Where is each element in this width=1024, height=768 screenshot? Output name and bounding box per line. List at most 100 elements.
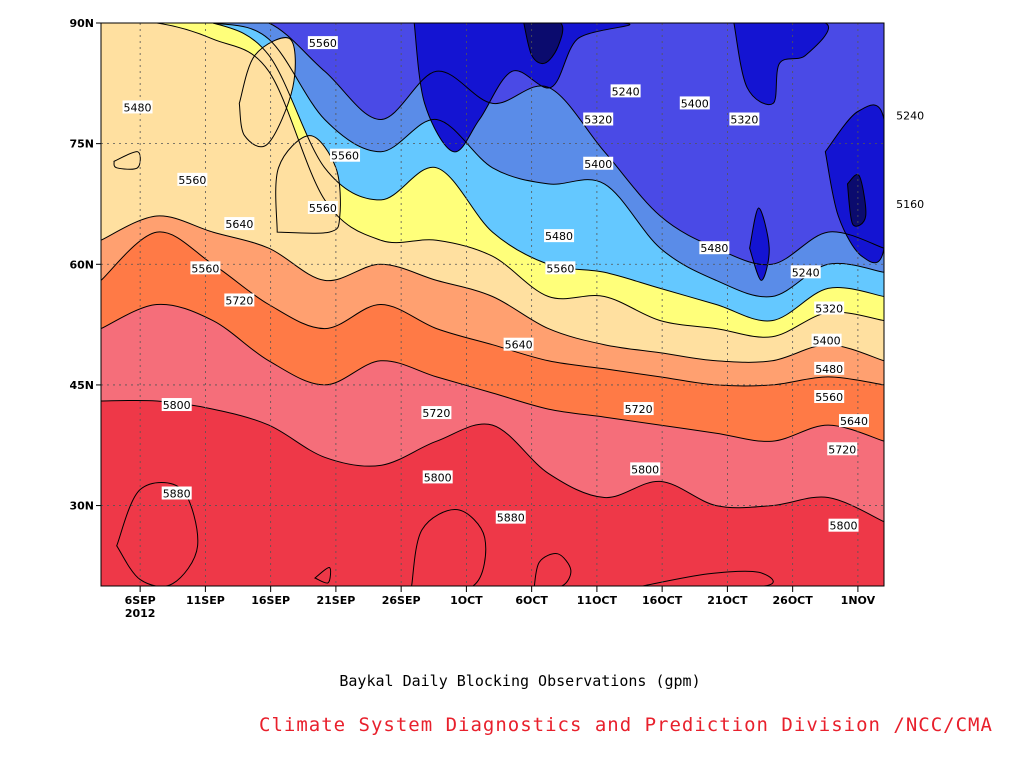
contour-label: 5240 xyxy=(792,266,820,279)
contour-label-box xyxy=(503,337,534,351)
x-tick-label: 11OCT xyxy=(577,594,618,607)
contour-label: 5640 xyxy=(225,218,253,231)
isoline-5240 xyxy=(101,23,884,266)
x-tick-label: 26OCT xyxy=(773,594,814,607)
isoline-5560 xyxy=(101,215,884,363)
contour-label-box xyxy=(495,510,526,524)
contour-label-box xyxy=(224,217,255,231)
ridge-cell-1 xyxy=(238,37,296,148)
contour-label-box xyxy=(623,402,654,416)
x-tick-label: 21OCT xyxy=(707,594,748,607)
contour-label-box xyxy=(895,108,926,122)
x-year-label: 2012 xyxy=(125,607,156,620)
contour-label-box xyxy=(610,84,641,98)
isoline-5480 xyxy=(101,23,884,338)
low-core-3 xyxy=(733,23,829,105)
gridlines xyxy=(101,22,884,586)
contour-label-box xyxy=(814,389,845,403)
contour-label-box xyxy=(729,112,760,126)
contour-label-box xyxy=(630,462,661,476)
ridge-cell-3 xyxy=(113,151,141,170)
low-core-1 xyxy=(413,23,631,153)
contour-chart: 5480 5560 5560 5640 5720 5800 5880 5560 5560 5560… xyxy=(69,17,926,620)
contour-label: 5640 xyxy=(840,415,868,428)
contour-label: 5320 xyxy=(815,303,843,316)
contour-label-box xyxy=(679,96,710,110)
y-tick-label: 30N xyxy=(69,500,94,513)
x-tick-label: 21SEP xyxy=(316,594,355,607)
contour-label: 5880 xyxy=(163,488,191,501)
contour-label: 5240 xyxy=(896,109,924,122)
contour-label: 5560 xyxy=(309,202,337,215)
contour-label-box xyxy=(422,470,453,484)
isoline-5720 xyxy=(101,303,884,442)
contour-label: 5480 xyxy=(124,101,152,114)
x-tick-label: 1NOV xyxy=(841,594,876,607)
high-cell-5 xyxy=(642,570,774,586)
contour-label-box xyxy=(190,261,221,275)
contour-label: 5720 xyxy=(225,294,253,307)
x-tick-label: 11SEP xyxy=(186,594,225,607)
contour-label-box xyxy=(583,156,614,170)
band-5240 xyxy=(101,23,884,265)
contour-label: 5560 xyxy=(331,150,359,163)
x-tick-label: 26SEP xyxy=(382,594,421,607)
x-tick-label: 6OCT xyxy=(515,594,548,607)
contour-label-box xyxy=(814,361,845,375)
contour-label: 5800 xyxy=(163,399,191,412)
contour-labels: 5480 5560 5560 5640 5720 5800 5880 5560 5560 5560… xyxy=(122,36,926,533)
chart-caption: Baykal Daily Blocking Observations (gpm) xyxy=(339,672,701,690)
contour-label: 5720 xyxy=(828,443,856,456)
contour-label-box xyxy=(790,265,821,279)
contour-label: 5560 xyxy=(546,262,574,275)
low-core-5 xyxy=(846,174,867,227)
contour-label: 5560 xyxy=(309,37,337,50)
contour-label: 5640 xyxy=(505,339,533,352)
contour-label: 5320 xyxy=(730,114,758,127)
isoline-5800 xyxy=(101,399,884,523)
contour-label: 5800 xyxy=(631,463,659,476)
contour-label: 5400 xyxy=(584,158,612,171)
contour-label-box xyxy=(838,414,869,428)
contour-label: 5400 xyxy=(681,97,709,110)
high-cell-4 xyxy=(313,567,332,584)
y-tick-label: 45N xyxy=(69,379,94,392)
contour-label: 5720 xyxy=(422,407,450,420)
high-cell-1 xyxy=(116,481,199,586)
axes: 30N 45N 60N 75N 90N 6SEP 11SEP 16SEP 21SEP 26SEP 1… xyxy=(69,17,875,620)
contour-label: 5560 xyxy=(178,174,206,187)
contour-label-box xyxy=(421,406,452,420)
contour-label: 5800 xyxy=(424,471,452,484)
contour-label-box xyxy=(811,333,842,347)
contour-label: 5160 xyxy=(896,198,924,211)
contour-label-box xyxy=(161,398,192,412)
x-tick-label: 16OCT xyxy=(642,594,683,607)
contour-label-box xyxy=(895,196,926,210)
low-core-6 xyxy=(749,207,770,281)
contour-label: 5400 xyxy=(813,335,841,348)
plot-frame xyxy=(100,22,885,587)
contour-label-box xyxy=(545,261,576,275)
contour-label-box xyxy=(330,148,361,162)
contour-label: 5560 xyxy=(815,391,843,404)
contour-label-box xyxy=(224,293,255,307)
contour-label-box xyxy=(828,518,859,532)
x-tick-label: 1OCT xyxy=(450,594,483,607)
low-core-2 xyxy=(523,23,564,65)
contour-label-box xyxy=(122,100,153,114)
x-tick-label: 6SEP xyxy=(125,594,156,607)
contour-label-box xyxy=(161,486,192,500)
contour-label-box xyxy=(307,200,338,214)
isoline-5400 xyxy=(101,23,884,322)
contour-label: 5480 xyxy=(700,242,728,255)
credit-line: Climate System Diagnostics and Predictio… xyxy=(259,714,993,736)
y-tick-label: 60N xyxy=(69,258,94,271)
high-cell-3 xyxy=(533,553,572,586)
contour-label-box xyxy=(699,241,730,255)
contour-label: 5480 xyxy=(545,230,573,243)
y-tick-label: 90N xyxy=(69,17,94,30)
extrema-cells xyxy=(113,23,884,586)
contour-label: 5880 xyxy=(497,512,525,525)
contour-label: 5800 xyxy=(830,520,858,533)
contour-label: 5320 xyxy=(584,114,612,127)
